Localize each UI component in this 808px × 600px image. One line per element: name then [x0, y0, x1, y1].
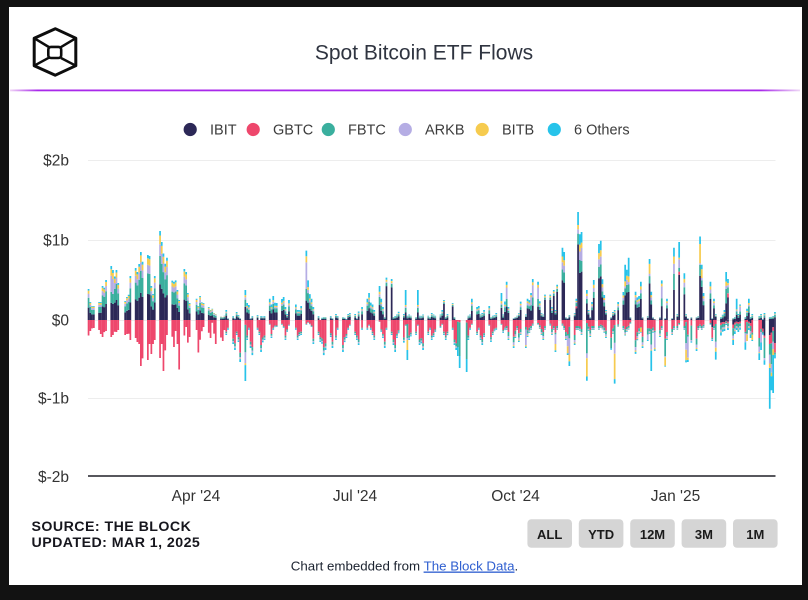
svg-text:$0: $0 [52, 313, 70, 330]
svg-text:SOURCE: THE BLOCK: SOURCE: THE BLOCK [32, 519, 192, 535]
svg-text:$2b: $2b [43, 153, 69, 170]
svg-text:3M: 3M [695, 527, 713, 542]
svg-text:Spot Bitcoin ETF Flows: Spot Bitcoin ETF Flows [315, 42, 533, 65]
svg-text:UPDATED: MAR 1, 2025: UPDATED: MAR 1, 2025 [32, 535, 201, 551]
svg-text:Jul '24: Jul '24 [333, 488, 378, 505]
svg-text:ARKB: ARKB [425, 123, 465, 139]
svg-text:IBIT: IBIT [210, 123, 237, 139]
svg-text:Oct '24: Oct '24 [491, 488, 540, 505]
svg-text:1M: 1M [746, 527, 764, 542]
svg-text:BITB: BITB [502, 123, 534, 139]
svg-text:$-2b: $-2b [38, 469, 69, 486]
svg-text:ALL: ALL [537, 527, 562, 542]
svg-text:$1b: $1b [43, 233, 69, 250]
svg-text:FBTC: FBTC [348, 123, 386, 139]
svg-text:6 Others: 6 Others [574, 123, 630, 139]
svg-text:$-1b: $-1b [38, 391, 69, 408]
svg-text:YTD: YTD [588, 527, 614, 542]
svg-text:Apr '24: Apr '24 [172, 488, 221, 505]
svg-text:Jan '25: Jan '25 [651, 488, 701, 505]
svg-text:GBTC: GBTC [273, 123, 313, 139]
svg-text:Chart embedded from The Block: Chart embedded from The Block Data. [291, 559, 518, 574]
svg-text:12M: 12M [640, 527, 665, 542]
